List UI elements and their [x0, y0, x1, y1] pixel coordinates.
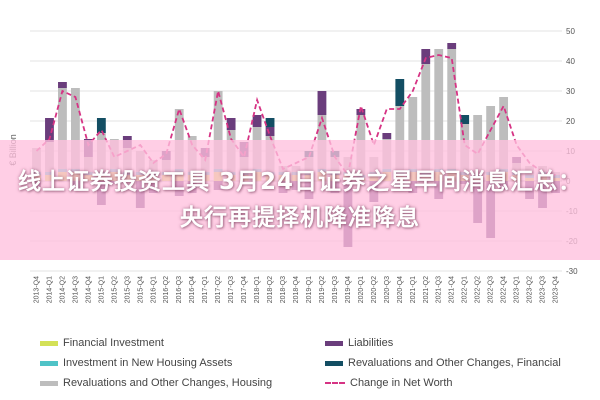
- bar-segment: [58, 82, 67, 88]
- legend-item-revaluations-financial: Revaluations and Other Changes, Financia…: [325, 353, 580, 373]
- x-tick-label: 2017-Q1: [202, 276, 209, 303]
- bar-segment: [421, 49, 431, 64]
- bar-segment: [265, 118, 275, 127]
- x-tick-label: 2014-Q3: [72, 276, 79, 303]
- legend-label: Investment in New Housing Assets: [63, 357, 233, 369]
- x-tick-label: 2015-Q3: [124, 276, 131, 303]
- overlay-banner: 线上证券投资工具 3月24日证券之星早间消息汇总：央行再提择机降准降息: [0, 140, 600, 260]
- legend-label: Change in Net Worth: [350, 377, 453, 389]
- y-tick-label: 20: [566, 117, 575, 126]
- x-tick-label: 2017-Q2: [215, 276, 222, 303]
- legend: Financial Investment Liabilities Investm…: [40, 333, 580, 395]
- x-tick-label: 2022-Q1: [462, 276, 469, 303]
- x-tick-label: 2014-Q1: [47, 276, 54, 303]
- bar-segment: [226, 118, 236, 130]
- x-tick-label: 2016-Q1: [150, 276, 157, 303]
- bar-segment: [395, 106, 405, 172]
- overlay-title: 线上证券投资工具 3月24日证券之星早间消息汇总：央行再提择机降准降息: [17, 169, 583, 231]
- x-tick-label: 2023-Q4: [553, 276, 560, 303]
- x-tick-label: 2018-Q4: [293, 276, 300, 303]
- bar-segment: [447, 49, 457, 169]
- x-tick-label: 2020-Q1: [358, 276, 365, 303]
- x-tick-label: 2021-Q1: [410, 276, 417, 303]
- x-tick-label: 2016-Q3: [176, 276, 183, 303]
- bar-segment: [460, 115, 470, 124]
- x-tick-label: 2023-Q2: [527, 276, 534, 303]
- x-tick-label: 2018-Q3: [280, 276, 287, 303]
- y-tick-label: 30: [566, 87, 575, 96]
- bar-segment: [421, 64, 431, 172]
- bar-segment: [45, 118, 54, 142]
- x-tick-label: 2013-Q4: [34, 276, 41, 303]
- x-tick-label: 2021-Q4: [449, 276, 456, 303]
- bar-segment: [96, 118, 106, 133]
- x-tick-label: 2021-Q2: [423, 276, 430, 303]
- bar-segment: [71, 88, 80, 169]
- legend-swatch: [40, 340, 58, 346]
- legend-swatch: [325, 360, 343, 366]
- legend-label: Revaluations and Other Changes, Housing: [63, 377, 273, 389]
- bar-segment: [58, 88, 67, 169]
- x-tick-label: 2020-Q3: [384, 276, 391, 303]
- x-tick-label: 2016-Q4: [189, 276, 196, 303]
- bar-segment: [213, 91, 223, 169]
- bar-segment: [382, 133, 392, 139]
- legend-item-financial-investment: Financial Investment: [40, 333, 325, 353]
- x-tick-label: 2022-Q2: [475, 276, 482, 303]
- y-tick-label: 40: [566, 57, 575, 66]
- x-tick-label: 2018-Q2: [267, 276, 274, 303]
- x-tick-label: 2014-Q2: [59, 276, 66, 303]
- bar-segment: [265, 127, 275, 136]
- x-tick-label: 2014-Q4: [85, 276, 92, 303]
- x-tick-label: 2023-Q3: [540, 276, 547, 303]
- x-tick-label: 2023-Q1: [514, 276, 521, 303]
- bar-segment: [174, 109, 184, 169]
- bar-segment: [252, 115, 262, 127]
- x-tick-label: 2017-Q4: [241, 276, 248, 303]
- legend-item-liabilities: Liabilities: [325, 333, 580, 353]
- legend-swatch: [40, 360, 58, 366]
- x-tick-label: 2019-Q3: [332, 276, 339, 303]
- bar-segment: [486, 106, 496, 172]
- x-tick-label: 2017-Q3: [228, 276, 235, 303]
- y-tick-label: 50: [566, 27, 575, 36]
- bar-segment: [499, 97, 509, 169]
- bar-segment: [447, 43, 457, 49]
- x-tick-label: 2020-Q2: [371, 276, 378, 303]
- legend-item-new-housing: Investment in New Housing Assets: [40, 353, 325, 373]
- legend-swatch: [325, 340, 343, 346]
- x-tick-label: 2022-Q4: [501, 276, 508, 303]
- x-tick-label: 2019-Q2: [319, 276, 326, 303]
- legend-label: Revaluations and Other Changes, Financia…: [348, 357, 561, 369]
- legend-item-net-worth: Change in Net Worth: [325, 373, 580, 393]
- x-tick-label: 2022-Q3: [488, 276, 495, 303]
- legend-dash: [325, 382, 345, 384]
- x-tick-label: 2019-Q1: [306, 276, 313, 303]
- x-tick-label: 2018-Q1: [254, 276, 261, 303]
- bar-segment: [356, 109, 366, 115]
- x-tick-label: 2020-Q4: [397, 276, 404, 303]
- x-tick-label: 2021-Q3: [436, 276, 443, 303]
- bar-segment: [395, 79, 405, 106]
- legend-swatch: [40, 380, 58, 386]
- x-tick-label: 2019-Q4: [345, 276, 352, 303]
- legend-label: Liabilities: [348, 337, 394, 349]
- legend-item-revaluations-housing: Revaluations and Other Changes, Housing: [40, 373, 325, 393]
- x-tick-label: 2015-Q1: [98, 276, 105, 303]
- x-tick-label: 2015-Q4: [137, 276, 144, 303]
- x-axis-ticks: 2013-Q4 2014-Q1 2014-Q2 2014-Q3 2014-Q4 2015-…: [34, 276, 560, 303]
- x-tick-label: 2015-Q2: [111, 276, 118, 303]
- y-tick-label: -30: [566, 267, 578, 276]
- bar-segment: [434, 49, 444, 169]
- x-tick-label: 2016-Q2: [163, 276, 170, 303]
- legend-label: Financial Investment: [63, 337, 164, 349]
- bar-segment: [317, 91, 327, 115]
- bar-segment: [408, 97, 418, 169]
